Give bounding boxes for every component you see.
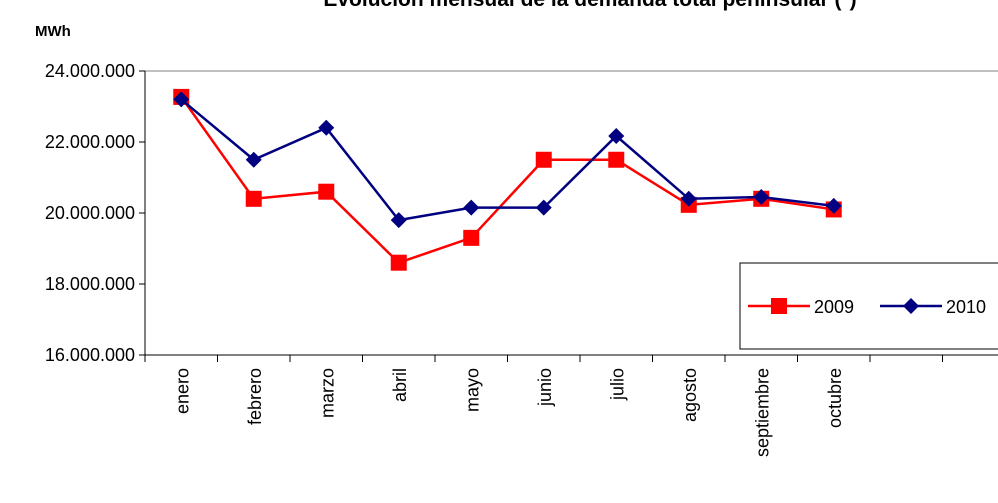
marker: [390, 212, 407, 229]
x-tick-label: mayo: [462, 368, 482, 412]
y-tick-label: 16.000.000: [45, 345, 135, 365]
marker: [390, 254, 407, 271]
x-tick-label: agosto: [680, 368, 700, 422]
x-tick-label: octubre: [825, 368, 845, 428]
y-tick-label: 22.000.000: [45, 132, 135, 152]
x-tick-label: enero: [172, 368, 192, 414]
series-line: [180, 96, 834, 265]
marker: [608, 127, 625, 144]
marker: [771, 298, 787, 314]
y-tick-label: 24.000.000: [45, 61, 135, 81]
marker: [903, 298, 919, 314]
x-tick-label: abril: [390, 368, 410, 402]
marker: [318, 183, 335, 200]
marker: [245, 151, 262, 168]
legend-label: 2009: [814, 297, 854, 317]
x-tick-label: junio: [535, 368, 555, 407]
marker: [463, 199, 480, 216]
marker: [680, 190, 697, 207]
marker: [535, 151, 552, 168]
legend: 2009 2010: [739, 262, 998, 350]
legend-label: 2010: [946, 297, 986, 317]
x-tick-label: julio: [607, 368, 627, 401]
marker: [318, 119, 335, 136]
chart-title: Evolución mensual de la demanda total pe…: [323, 0, 856, 11]
x-tick-label: septiembre: [752, 368, 772, 457]
marker: [825, 197, 842, 214]
y-axis-label: MWh: [35, 23, 71, 40]
marker: [245, 190, 262, 207]
x-tick-label: febrero: [245, 368, 265, 425]
marker: [608, 151, 625, 168]
marker: [535, 199, 552, 216]
marker: [753, 189, 770, 206]
y-tick-label: 18.000.000: [45, 274, 135, 294]
series-line: [180, 98, 834, 222]
marker: [173, 91, 190, 108]
marker: [463, 229, 480, 246]
x-tick-label: marzo: [317, 368, 337, 418]
y-tick-label: 20.000.000: [45, 203, 135, 223]
